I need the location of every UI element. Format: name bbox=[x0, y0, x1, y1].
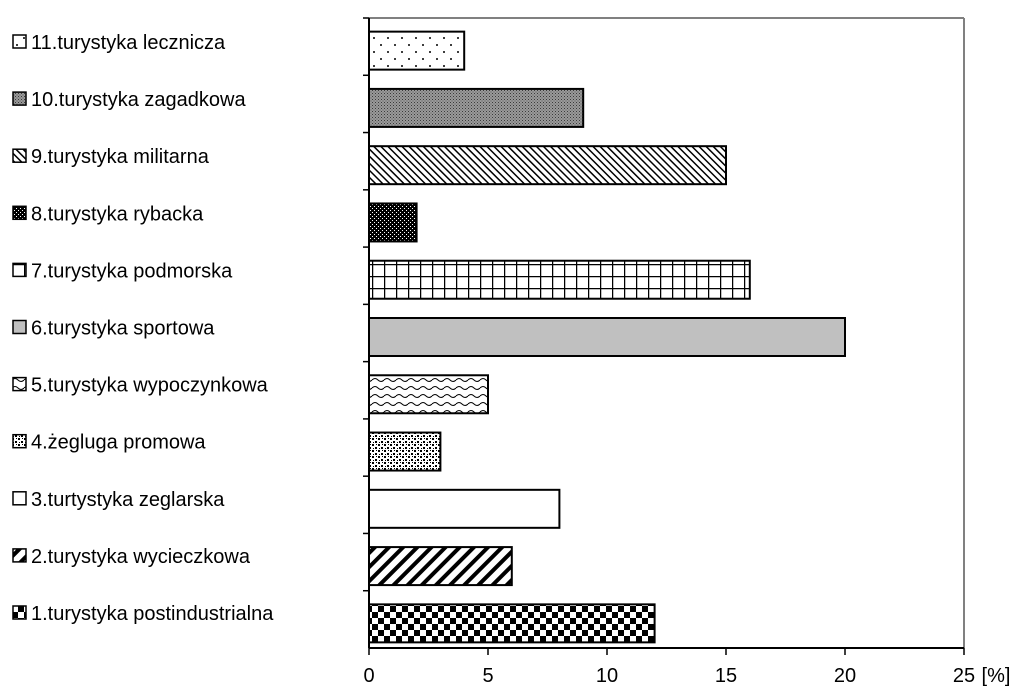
legend-swatch-3 bbox=[12, 491, 27, 506]
legend-swatch-9 bbox=[12, 148, 27, 163]
legend-label-10: 10.turystyka zagadkowa bbox=[31, 89, 246, 111]
legend: 11.turystyka lecznicza 10.turystyka zagad… bbox=[12, 32, 274, 625]
legend-swatch-6 bbox=[12, 319, 27, 335]
bar-10 bbox=[368, 87, 585, 128]
x-tick-label: 10 bbox=[596, 665, 618, 687]
legend-label-8: 8.turystyka rybacka bbox=[31, 203, 204, 225]
legend-swatch-2 bbox=[12, 548, 27, 563]
legend-label-2: 2.turystyka wycieczkowa bbox=[31, 546, 251, 568]
legend-label-4: 4.żegluga promowa bbox=[31, 432, 206, 454]
legend-swatch-4 bbox=[12, 433, 27, 449]
x-tick-label: 5 bbox=[482, 665, 493, 687]
x-tick-label: 25 bbox=[953, 665, 975, 687]
legend-swatch-8 bbox=[12, 205, 27, 221]
bar-7 bbox=[368, 259, 751, 300]
x-axis-ticks: 0 5 10 15 20 25 bbox=[363, 648, 975, 687]
legend-label-9: 9.turystyka militarna bbox=[31, 146, 210, 168]
legend-swatch-5 bbox=[12, 376, 27, 392]
legend-swatch-1 bbox=[12, 605, 27, 620]
bars-group bbox=[363, 17, 846, 644]
x-axis-unit-label: [%] bbox=[982, 665, 1011, 687]
x-tick-label: 15 bbox=[715, 665, 737, 687]
bar-4 bbox=[368, 431, 442, 472]
bar-2 bbox=[368, 546, 513, 587]
legend-label-11: 11.turystyka lecznicza bbox=[31, 32, 226, 54]
legend-label-7: 7.turystyka podmorska bbox=[31, 260, 233, 282]
legend-label-5: 5.turystyka wypoczynkowa bbox=[31, 375, 269, 397]
bar-9 bbox=[368, 145, 727, 186]
legend-label-3: 3.turtystyka zeglarska bbox=[31, 489, 225, 511]
legend-swatch-7 bbox=[12, 262, 27, 278]
x-tick-label: 0 bbox=[363, 665, 374, 687]
bar-5 bbox=[368, 374, 489, 415]
bar-3 bbox=[368, 488, 561, 529]
legend-swatch-11 bbox=[12, 34, 27, 49]
bar-8 bbox=[368, 202, 418, 243]
legend-label-6: 6.turystyka sportowa bbox=[31, 318, 215, 340]
bar-1 bbox=[368, 603, 656, 644]
bar-11 bbox=[368, 30, 466, 71]
x-tick-label: 20 bbox=[834, 665, 856, 687]
bar-6 bbox=[368, 317, 846, 357]
legend-swatch-10 bbox=[12, 91, 27, 106]
legend-label-1: 1.turystyka postindustrialna bbox=[31, 603, 274, 625]
